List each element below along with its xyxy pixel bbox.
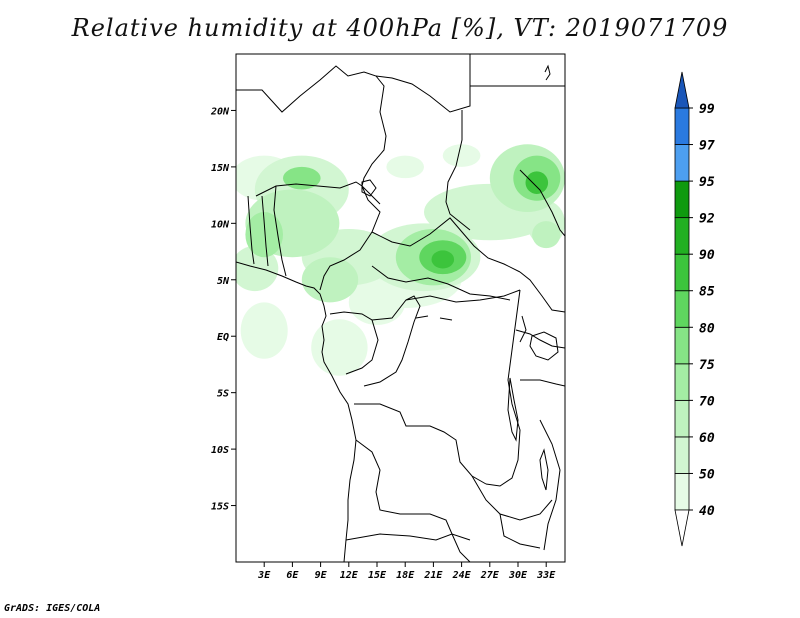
lake-lomami bbox=[415, 315, 453, 321]
humidity-blob bbox=[236, 245, 279, 292]
lon-tick-label: 18E bbox=[396, 570, 415, 581]
colorbar-segment bbox=[674, 473, 690, 511]
border-ghana bbox=[247, 195, 255, 265]
lat-tick-label: 10S bbox=[211, 445, 229, 456]
longitude-axis: 3E 6E 9E 12E 15E 18E 21E 24E 27E 30E 33E bbox=[257, 562, 556, 581]
border-botswana bbox=[451, 533, 471, 562]
lat-tick-label: 15S bbox=[211, 502, 229, 513]
colorbar-label: 75 bbox=[699, 358, 715, 373]
lon-tick-label: 27E bbox=[480, 570, 500, 581]
lake-victoria bbox=[529, 331, 559, 361]
colorbar-label: 92 bbox=[699, 212, 715, 227]
colorbar-segment bbox=[674, 290, 690, 328]
lat-tick-label: 20N bbox=[210, 106, 230, 117]
lat-tick-label: 5N bbox=[217, 276, 230, 287]
colorbar: 40 50 60 70 75 80 85 90 92 95 97 99 bbox=[674, 71, 715, 547]
border-benin-togo bbox=[261, 195, 269, 267]
lat-tick-label: 15N bbox=[211, 163, 230, 174]
humidity-blob bbox=[431, 250, 455, 269]
border-angola bbox=[355, 439, 453, 535]
lake-albert bbox=[519, 315, 527, 343]
border-congo bbox=[363, 295, 421, 387]
humidity-blob bbox=[311, 319, 368, 376]
border-uganda bbox=[515, 329, 565, 349]
lat-tick-label: 10N bbox=[211, 219, 230, 230]
chart-title: Relative humidity at 400hPa [%], VT: 201… bbox=[71, 14, 729, 42]
border-gabon bbox=[329, 311, 379, 375]
border-cameroon bbox=[319, 185, 381, 291]
colorbar-label: 99 bbox=[699, 102, 715, 117]
colorbar-segment bbox=[674, 180, 690, 219]
country-borders bbox=[236, 54, 565, 562]
lon-tick-label: 6E bbox=[286, 570, 299, 581]
lon-tick-label: 21E bbox=[423, 570, 443, 581]
border-drc-east bbox=[485, 289, 521, 487]
humidity-blob bbox=[386, 155, 425, 179]
border-car-south bbox=[371, 265, 511, 301]
humidity-blob bbox=[245, 212, 283, 258]
border-zim bbox=[499, 513, 541, 549]
colorbar-min-arrow bbox=[674, 509, 690, 547]
lon-tick-label: 33E bbox=[536, 570, 556, 581]
border-nigeria-west bbox=[273, 185, 287, 277]
grads-credit: GrADS: IGES/COLA bbox=[4, 603, 101, 614]
colorbar-label: 60 bbox=[699, 431, 715, 446]
border-east-africa bbox=[519, 271, 565, 313]
colorbar-label: 70 bbox=[699, 394, 715, 409]
border-car bbox=[371, 217, 521, 273]
colorbar-segment bbox=[674, 253, 690, 292]
lake-malawi bbox=[539, 448, 549, 491]
humidity-blob bbox=[525, 171, 549, 194]
colorbar-segment bbox=[674, 436, 690, 474]
colorbar-max-arrow bbox=[674, 71, 690, 109]
humidity-field bbox=[236, 144, 565, 376]
colorbar-label: 85 bbox=[699, 285, 715, 300]
humidity-blob bbox=[532, 221, 561, 249]
colorbar-label: 40 bbox=[699, 504, 715, 519]
colorbar-label: 90 bbox=[699, 248, 715, 263]
lat-tick-label: EQ bbox=[217, 332, 229, 343]
colorbar-segment bbox=[674, 217, 690, 255]
colorbar-segment bbox=[674, 363, 690, 401]
colorbar-label: 80 bbox=[699, 321, 715, 336]
colorbar-segment bbox=[674, 144, 690, 182]
colorbar-segment bbox=[674, 107, 690, 145]
border-chad bbox=[375, 54, 471, 113]
lake-turkana bbox=[544, 64, 551, 81]
humidity-blob bbox=[240, 302, 288, 359]
lon-tick-label: 3E bbox=[257, 570, 271, 581]
latitude-axis: 20N 15N 10N 5N EQ 5S 10S 15S bbox=[210, 106, 236, 513]
border-sudan-east bbox=[519, 169, 565, 237]
border-tanzania bbox=[520, 379, 565, 387]
coastline-west-africa bbox=[236, 261, 357, 562]
border-namibia bbox=[345, 533, 471, 541]
colorbar-label: 97 bbox=[699, 139, 715, 154]
lon-tick-label: 24E bbox=[452, 570, 472, 581]
border-drc-north bbox=[405, 289, 521, 303]
map-frame bbox=[235, 53, 566, 563]
border-chad-sudan bbox=[445, 110, 471, 231]
colorbar-segment bbox=[674, 399, 690, 438]
border-zambia bbox=[471, 475, 553, 521]
lon-tick-label: 15E bbox=[368, 570, 387, 581]
colorbar-segment bbox=[674, 326, 690, 365]
humidity-blob bbox=[301, 257, 359, 303]
border-nigeria-niger bbox=[255, 181, 381, 205]
colorbar-label: 50 bbox=[699, 467, 715, 482]
humidity-blob bbox=[348, 279, 406, 325]
lat-tick-label: 5S bbox=[217, 389, 229, 400]
humidity-blob bbox=[442, 144, 481, 167]
border-mozambique bbox=[539, 419, 561, 551]
lake-chad bbox=[361, 179, 377, 197]
lon-tick-label: 9E bbox=[315, 570, 328, 581]
border-north-sahara bbox=[236, 65, 387, 187]
colorbar-label: 95 bbox=[699, 175, 715, 190]
lon-tick-label: 30E bbox=[508, 570, 528, 581]
border-drc-south bbox=[354, 403, 487, 485]
lake-tanganyika bbox=[507, 377, 519, 442]
lon-tick-label: 12E bbox=[340, 570, 359, 581]
humidity-blob bbox=[283, 166, 321, 190]
